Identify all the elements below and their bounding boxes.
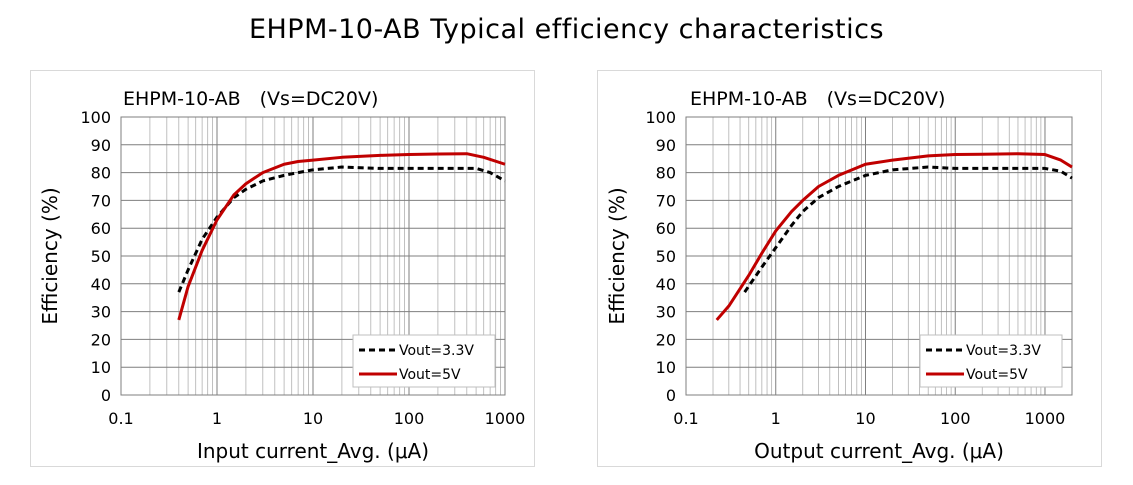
x-tick-label: 1000 — [1025, 409, 1066, 428]
chart-panel-output: 0 10 20 30 40 50 60 70 80 90 100 0.1 1 10 100 1000 EHPM-… — [597, 70, 1102, 467]
plot-area-frame — [120, 116, 506, 396]
chart-title: EHPM-10-AB (Vs=DC20V) — [690, 88, 945, 110]
legend-label: Vout=3.3V — [399, 343, 474, 359]
x-tick-label: 100 — [394, 409, 425, 428]
y-tick-label: 10 — [91, 358, 111, 377]
y-tick-label: 20 — [91, 330, 111, 349]
y-tick-label: 40 — [91, 275, 111, 294]
y-tick-label: 50 — [656, 247, 676, 266]
y-tick-label: 80 — [91, 164, 111, 183]
x-tick-label: 0.1 — [108, 409, 133, 428]
y-tick-label: 60 — [656, 219, 676, 238]
y-tick-label: 0 — [101, 386, 111, 405]
x-tick-label: 100 — [940, 409, 971, 428]
efficiency-chart-output: 0 10 20 30 40 50 60 70 80 90 100 0.1 1 10 100 1000 EHPM-… — [605, 88, 1073, 463]
x-tick-label: 1 — [771, 409, 781, 428]
legend: Vout=3.3V Vout=5V — [919, 334, 1063, 388]
y-tick-label: 0 — [666, 386, 676, 405]
chart-title: EHPM-10-AB (Vs=DC20V) — [123, 88, 378, 110]
x-tick-label: 1 — [212, 409, 222, 428]
series-line-3v3 — [177, 165, 506, 293]
y-tick-label: 10 — [656, 358, 676, 377]
x-axis-label: Input current_Avg. (μA) — [197, 439, 429, 463]
x-tick-label: 10 — [855, 409, 875, 428]
efficiency-chart-input: 0 10 20 30 40 50 60 70 80 90 100 0.1 1 10 100 1000 EHPM-… — [38, 88, 526, 463]
legend-label: Vout=5V — [399, 367, 461, 383]
x-axis-label: Output current_Avg. (μA) — [754, 439, 1004, 463]
y-tick-label: 70 — [656, 191, 676, 210]
legend-box — [352, 334, 496, 388]
y-tick-label: 60 — [91, 219, 111, 238]
y-tick-label: 30 — [91, 303, 111, 322]
y-tick-label: 40 — [656, 275, 676, 294]
chart-panel-input: 0 10 20 30 40 50 60 70 80 90 100 0.1 1 10 100 1000 EHPM-… — [30, 70, 535, 467]
y-tick-label: 70 — [91, 191, 111, 210]
y-tick-label: 30 — [656, 303, 676, 322]
y-tick-label: 80 — [656, 164, 676, 183]
y-tick-label: 90 — [91, 136, 111, 155]
y-tick-label: 50 — [91, 247, 111, 266]
page-title: EHPM-10-AB Typical efficiency characteri… — [248, 14, 885, 45]
y-axis-label: Efficiency (%) — [38, 187, 62, 324]
x-tick-label: 1000 — [485, 409, 526, 428]
y-tick-label: 20 — [656, 330, 676, 349]
y-tick-label: 100 — [80, 108, 111, 127]
series-line-5v — [177, 152, 506, 321]
y-tick-label: 90 — [656, 136, 676, 155]
y-tick-label: 100 — [645, 108, 676, 127]
legend-label: Vout=5V — [966, 367, 1028, 383]
x-tick-label: 10 — [303, 409, 323, 428]
legend-label: Vout=3.3V — [966, 343, 1041, 359]
x-tick-label: 0.1 — [673, 409, 698, 428]
plot-area-frame — [685, 116, 1073, 396]
legend-box — [919, 334, 1063, 388]
y-axis-label: Efficiency (%) — [605, 187, 629, 324]
series-line-5v — [715, 152, 1073, 321]
legend: Vout=3.3V Vout=5V — [352, 334, 496, 388]
